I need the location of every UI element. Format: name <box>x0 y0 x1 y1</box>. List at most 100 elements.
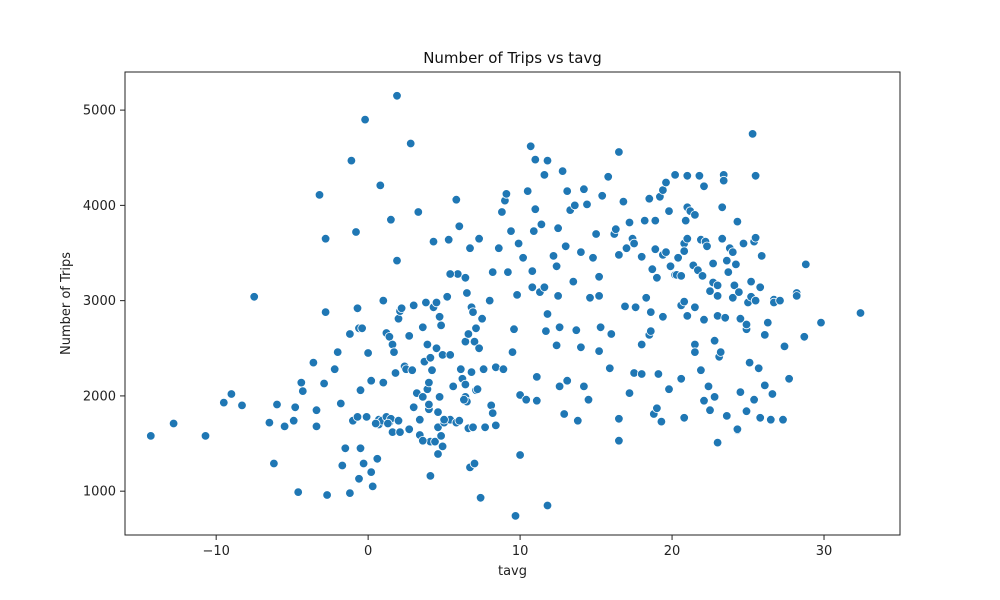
data-point <box>792 291 802 301</box>
data-point <box>378 295 389 306</box>
chart-title: Number of Trips vs tavg <box>423 49 602 67</box>
data-point <box>557 166 568 176</box>
data-point <box>682 171 693 181</box>
data-point <box>779 341 790 352</box>
data-point <box>530 204 541 214</box>
data-point <box>415 415 425 425</box>
data-point <box>466 367 477 377</box>
data-point <box>532 396 542 406</box>
data-point <box>629 238 639 249</box>
data-point <box>319 378 329 389</box>
data-point <box>454 416 465 426</box>
data-point <box>709 392 720 402</box>
data-point <box>548 251 559 261</box>
data-point <box>606 329 617 339</box>
data-point <box>690 210 700 220</box>
data-point <box>630 302 641 313</box>
data-point <box>430 436 440 447</box>
data-point <box>855 308 866 318</box>
data-point <box>428 236 439 247</box>
data-point <box>661 177 671 188</box>
y-tick-label: 1000 <box>83 485 116 500</box>
data-point <box>526 141 536 152</box>
data-point <box>372 454 383 464</box>
data-point <box>679 413 689 423</box>
data-point <box>392 255 402 266</box>
data-point <box>433 407 443 417</box>
data-point <box>465 243 475 253</box>
data-point <box>510 511 521 521</box>
data-point <box>226 389 237 399</box>
data-point <box>640 215 650 226</box>
data-point <box>468 307 478 317</box>
data-point <box>488 267 498 277</box>
data-point <box>404 424 414 435</box>
data-point <box>320 307 331 317</box>
data-point <box>445 350 455 360</box>
data-point <box>264 417 275 428</box>
data-point <box>468 422 478 433</box>
data-point <box>690 302 700 313</box>
data-point <box>497 207 507 217</box>
data-point <box>699 396 709 406</box>
data-point <box>656 416 667 427</box>
data-point <box>551 340 562 351</box>
data-point <box>588 253 598 263</box>
data-point <box>767 389 778 399</box>
y-axis: 1000 2000 3000 4000 5000 <box>83 104 125 500</box>
data-point <box>744 357 755 368</box>
x-tick-label: −10 <box>202 544 229 559</box>
x-tick-label: 10 <box>512 544 529 559</box>
data-point <box>754 363 764 374</box>
data-point <box>366 467 376 477</box>
data-point <box>530 154 541 165</box>
data-point <box>311 405 322 415</box>
data-point <box>371 418 381 429</box>
data-point <box>679 296 689 307</box>
data-point <box>527 282 538 293</box>
data-point <box>249 292 259 302</box>
data-point <box>690 347 700 357</box>
data-point <box>433 422 443 433</box>
data-point <box>393 416 404 426</box>
data-point <box>712 280 723 291</box>
data-point <box>542 309 553 319</box>
x-tick-label: 20 <box>664 544 681 559</box>
data-point <box>536 219 547 230</box>
data-point <box>378 377 389 388</box>
data-point <box>694 171 705 181</box>
data-point <box>351 227 361 237</box>
data-point <box>523 186 533 196</box>
data-point <box>418 436 428 446</box>
data-point <box>755 413 765 423</box>
data-point <box>387 339 398 350</box>
data-point <box>699 315 709 325</box>
data-point <box>512 290 522 300</box>
data-point <box>360 114 370 125</box>
data-point <box>741 406 752 416</box>
data-point <box>290 402 300 413</box>
data-point <box>716 347 726 357</box>
data-point <box>679 246 689 256</box>
data-point <box>594 291 604 301</box>
data-point <box>722 255 732 266</box>
data-point <box>735 387 746 397</box>
data-point <box>750 295 761 306</box>
data-point <box>760 380 770 391</box>
data-point <box>611 224 621 234</box>
data-point <box>488 408 498 418</box>
x-axis: −10 0 10 20 30 <box>202 535 832 559</box>
data-point <box>696 365 706 375</box>
data-point <box>393 314 404 324</box>
data-point <box>418 322 428 333</box>
data-point <box>477 314 487 324</box>
data-point <box>703 381 714 392</box>
data-point <box>529 226 539 236</box>
data-point <box>712 437 723 448</box>
data-point <box>375 180 386 191</box>
data-point <box>431 297 442 308</box>
data-point <box>363 348 373 358</box>
data-point <box>637 339 647 350</box>
data-point <box>732 216 743 227</box>
data-point <box>389 347 399 357</box>
